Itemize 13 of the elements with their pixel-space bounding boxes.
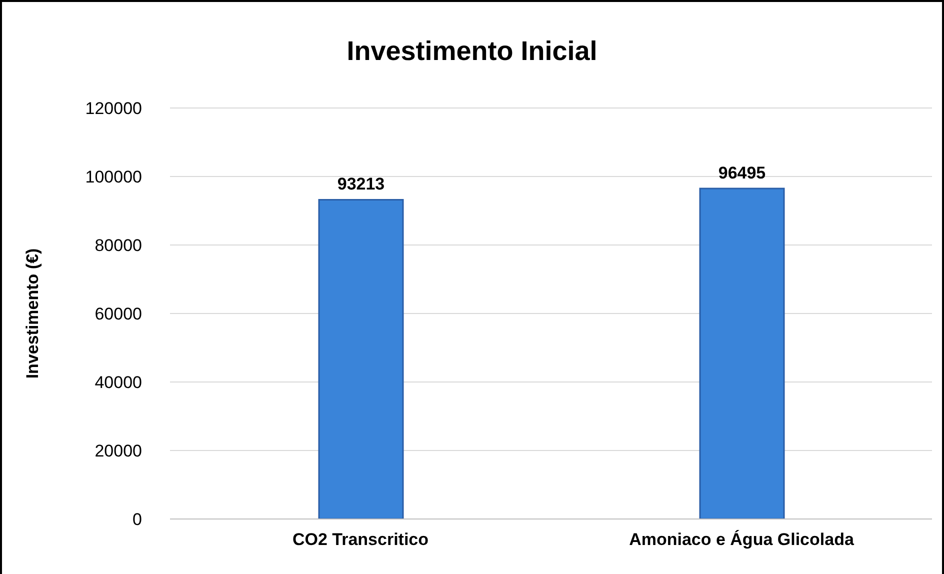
data-label: 93213 xyxy=(337,174,385,194)
x-tick-label: Amoniaco e Água Glicolada xyxy=(629,529,854,550)
y-tick-label: 20000 xyxy=(94,442,142,461)
y-tick-label: 120000 xyxy=(85,99,142,118)
y-axis-title: Investimento (€) xyxy=(23,248,42,379)
y-tick-label: 40000 xyxy=(94,373,142,392)
x-tick-label: CO2 Transcritico xyxy=(292,530,429,550)
y-tick-label: 60000 xyxy=(94,304,142,324)
y-tick-label: 100000 xyxy=(85,168,142,187)
chart-title: Investimento Inicial xyxy=(346,36,598,67)
y-tick-label: 80000 xyxy=(94,236,142,256)
y-tick-label: 0 xyxy=(132,510,142,530)
data-label: 96495 xyxy=(718,164,766,183)
